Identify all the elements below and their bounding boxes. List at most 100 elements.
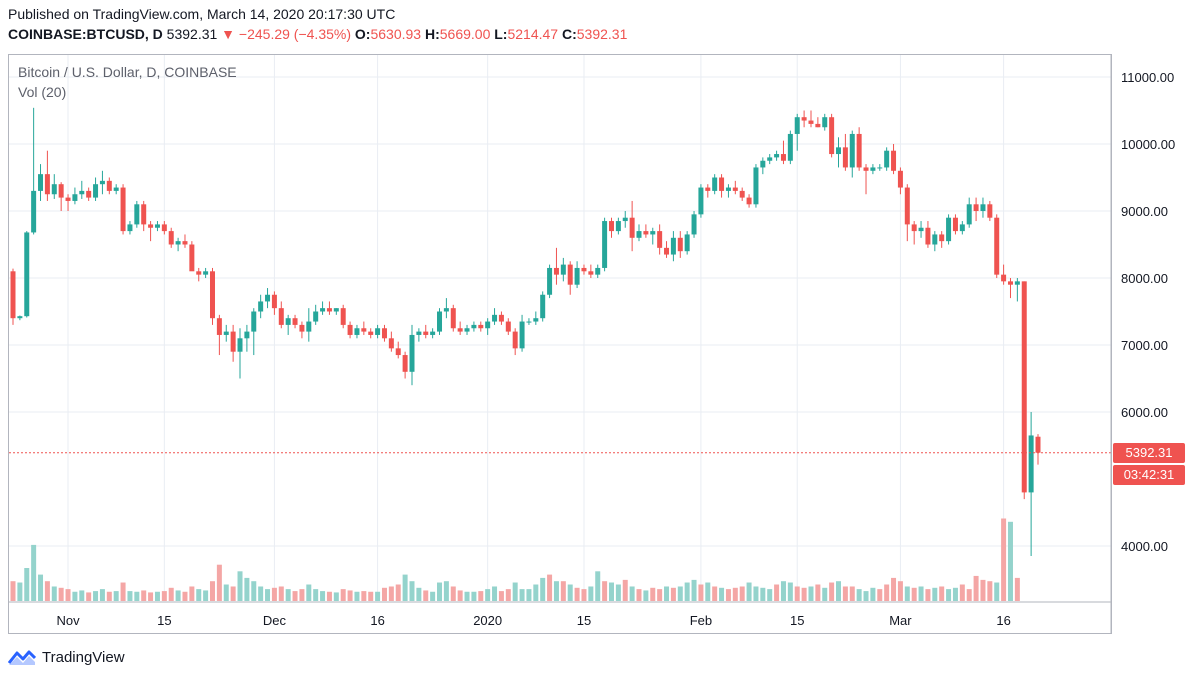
volume-bar (134, 591, 140, 601)
volume-bar (223, 584, 229, 601)
candle-body (423, 331, 429, 335)
candle-body (223, 331, 229, 335)
volume-bar (24, 568, 30, 601)
brand-name: TradingView (42, 648, 125, 666)
candle-body (1021, 281, 1027, 493)
volume-bar (388, 586, 394, 601)
x-tick-label: Nov (56, 613, 80, 628)
candle-body (120, 187, 126, 232)
candle-body (891, 150, 897, 171)
candle-body (540, 294, 546, 319)
volume-bar (1007, 521, 1013, 601)
symbol-label: COINBASE:BTCUSD, D (8, 26, 163, 42)
candle-body (299, 324, 305, 332)
volume-bar (980, 579, 986, 601)
candle-body (361, 328, 367, 332)
candle-body (416, 331, 422, 335)
volume-bar (93, 591, 99, 601)
candle-body (1014, 281, 1020, 285)
volume-bar (306, 584, 312, 601)
volume-bar (72, 591, 78, 601)
volume-bar (1014, 577, 1020, 601)
candle-body (471, 324, 477, 329)
volume-bar (258, 586, 264, 601)
volume-bar (801, 587, 807, 601)
volume-bar (698, 584, 704, 601)
volume-bar (416, 587, 422, 601)
volume-bar (347, 590, 353, 601)
volume-bar (354, 591, 360, 601)
volume-bar (815, 584, 821, 601)
candle-body (966, 204, 972, 225)
candle-body (932, 234, 938, 245)
volume-bar (574, 587, 580, 601)
down-arrow-icon: ▼ (221, 26, 236, 42)
candle-body (533, 318, 539, 322)
candle-body (664, 247, 670, 255)
volume-bar (409, 581, 415, 601)
candle-body (375, 328, 381, 335)
open-value: 5630.93 (370, 26, 422, 42)
candle-body (808, 120, 814, 124)
volume-bar (251, 581, 257, 601)
candle-body (354, 328, 360, 335)
candle-body (732, 187, 738, 191)
candle-body (650, 231, 656, 235)
candle-body (148, 224, 154, 228)
chart-legend-title: Bitcoin / U.S. Dollar, D, COINBASE (18, 64, 237, 80)
candle-body (608, 221, 614, 232)
volume-bar (65, 589, 71, 601)
candle-body (450, 308, 456, 329)
volume-bar (457, 590, 463, 601)
volume-bar (533, 584, 539, 601)
candle-body (189, 244, 195, 272)
volume-bar (175, 590, 181, 601)
volume-bar (732, 587, 738, 601)
volume-bar (333, 592, 339, 601)
volume-bar (636, 589, 642, 601)
volume-bar (987, 581, 993, 601)
volume-bar (237, 571, 243, 601)
volume-bar (822, 587, 828, 601)
candle-body (719, 177, 725, 191)
volume-bar (925, 589, 931, 601)
candle-body (512, 331, 518, 349)
volume-bar (492, 586, 498, 601)
candle-body (829, 117, 835, 155)
candle-body (1028, 435, 1034, 493)
candle-body (774, 154, 780, 158)
candle-body (44, 174, 50, 195)
candle-body (113, 187, 119, 191)
candle-body (485, 321, 491, 329)
candle-body (388, 338, 394, 349)
volume-bar (244, 577, 250, 601)
ohlc-header: COINBASE:BTCUSD, D 5392.31 ▼ −245.29 (−4… (8, 26, 627, 42)
volume-bar (17, 582, 23, 601)
x-tick-label: 15 (157, 613, 171, 628)
candle-body (313, 311, 319, 322)
candle-body (705, 187, 711, 191)
volume-bar (326, 591, 332, 601)
y-tick-label: 7000.00 (1121, 338, 1168, 353)
volume-bar (705, 582, 711, 601)
candle-body (725, 187, 731, 191)
candle-body (340, 308, 346, 325)
volume-bar (471, 591, 477, 601)
candle-body (1001, 274, 1007, 282)
candle-body (946, 217, 952, 242)
last-price: 5392.31 (166, 26, 218, 42)
candle-body (478, 324, 484, 329)
candle-body (106, 180, 112, 191)
candle-body (278, 308, 284, 325)
candle-body (602, 221, 608, 268)
volume-bar (911, 587, 917, 601)
candle-body (574, 267, 580, 285)
candle-body (10, 271, 16, 319)
candle-body (884, 150, 890, 168)
candle-body (437, 311, 443, 332)
footer-brand[interactable]: TradingView (8, 648, 125, 666)
candle-body (141, 204, 147, 225)
candle-body (870, 167, 876, 171)
candle-body (72, 194, 78, 201)
